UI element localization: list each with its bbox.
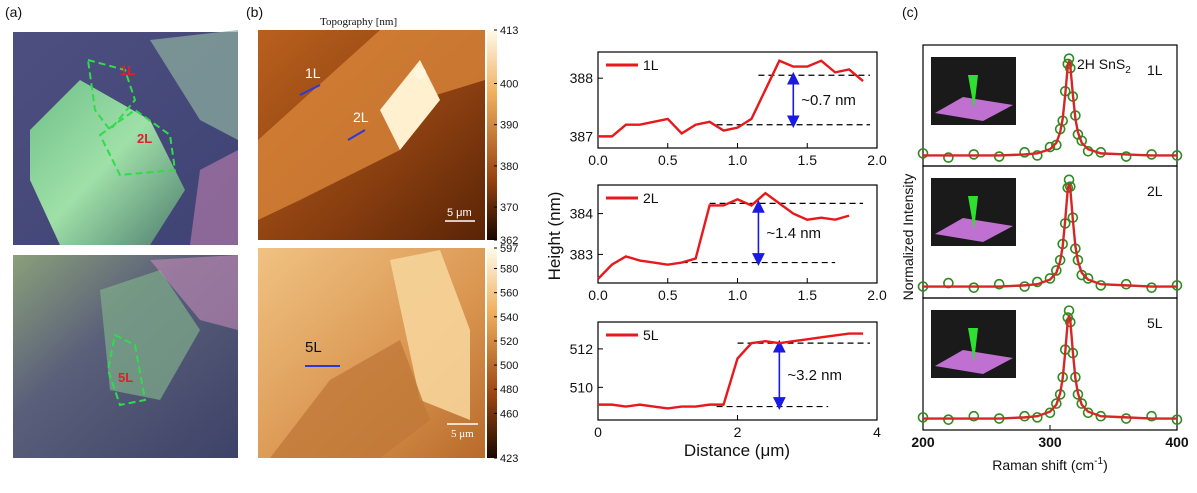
legend-label: 2L <box>643 190 659 206</box>
colorbar-tick-label: 390 <box>500 120 518 132</box>
colorbar-tick-label: 540 <box>500 312 518 324</box>
colorbar-tick-label: 480 <box>500 384 518 396</box>
x-axis-label-text: Raman shift (cm <box>992 457 1094 473</box>
layer-label: 1L <box>305 65 321 81</box>
y-axis-label: Height (nm) <box>545 192 564 281</box>
x-tick-label: 0 <box>594 424 602 440</box>
x-tick-label: 400 <box>1165 434 1189 450</box>
x-tick-label: 0.5 <box>658 287 678 303</box>
colorbar-tick-label: 580 <box>500 264 518 276</box>
x-tick-label: 1.5 <box>798 287 818 303</box>
x-tick-label: 2.0 <box>867 152 887 168</box>
colorbar-tick-label: 400 <box>500 79 518 91</box>
x-axis-label: Raman shift (cm-1) <box>992 456 1108 473</box>
title-text: 2H SnS <box>1077 56 1125 72</box>
x-tick-label: 0.5 <box>658 152 678 168</box>
x-tick-label: 1.0 <box>728 287 748 303</box>
colorbar-tick-label: 460 <box>500 408 518 420</box>
panel-label: (a) <box>5 4 22 20</box>
x-tick-label: 300 <box>1038 434 1062 450</box>
x-tick-label: 200 <box>911 434 935 450</box>
scale-bar-label: 5 μm <box>447 207 472 219</box>
scale-bar-label: 5 μm <box>451 428 474 440</box>
afm-title: Topography [nm] <box>320 16 397 28</box>
colorbar-tick-label: 597 <box>500 243 518 255</box>
step-annotation: ~3.2 nm <box>787 367 842 384</box>
x-tick-label: 0.0 <box>588 287 608 303</box>
y-axis-label: Normalized Intensity <box>900 174 916 301</box>
panel-layer-label: 5L <box>1147 315 1163 331</box>
x-tick-label: 2.0 <box>867 287 887 303</box>
y-tick-label: 388 <box>570 70 594 86</box>
x-tick-label: 1.0 <box>728 152 748 168</box>
layer-label: 2L <box>137 131 152 146</box>
x-tick-label: 4 <box>873 424 881 440</box>
panel-label: (c) <box>902 4 918 20</box>
layer-label: 1L <box>120 63 135 78</box>
y-tick-label: 384 <box>570 206 594 222</box>
afm-bottom <box>258 248 497 458</box>
page: (a) (b) (c) 1L 2L 5L Topography [nm] 1L … <box>0 0 1197 493</box>
x-axis-label: Distance (μm) <box>684 441 790 460</box>
step-annotation: ~0.7 nm <box>801 92 856 109</box>
y-tick-label: 512 <box>570 341 594 357</box>
layer-label: 5L <box>118 370 133 385</box>
panel-title: 2H SnS2 <box>1077 56 1131 76</box>
panel-layer-label: 1L <box>1147 62 1163 78</box>
x-tick-label: 0.0 <box>588 152 608 168</box>
legend-label: 1L <box>643 57 659 73</box>
colorbar-tick-label: 380 <box>500 161 518 173</box>
legend-label: 5L <box>643 327 659 343</box>
colorbar-tick-label: 423 <box>500 453 518 465</box>
colorbar-tick-label: 413 <box>500 25 518 37</box>
y-tick-label: 510 <box>570 379 594 395</box>
x-axis-label-end: ) <box>1103 457 1108 473</box>
x-tick-label: 1.5 <box>798 152 818 168</box>
y-tick-label: 383 <box>570 246 594 262</box>
title-subscript: 2 <box>1125 65 1131 76</box>
figure: (a) (b) (c) 1L 2L 5L Topography [nm] 1L … <box>0 0 1197 493</box>
panel-label: (b) <box>246 4 263 20</box>
colorbar-tick-label: 560 <box>500 288 518 300</box>
optical-bottom <box>13 255 238 458</box>
step-annotation: ~1.4 nm <box>766 225 821 242</box>
layer-label: 2L <box>353 109 369 125</box>
colorbar-tick-label: 500 <box>500 360 518 372</box>
layer-label: 5L <box>305 339 322 356</box>
y-tick-label: 387 <box>570 128 594 144</box>
colorbar-tick-label: 520 <box>500 336 518 348</box>
x-tick-label: 2 <box>734 424 742 440</box>
colorbar-tick-label: 370 <box>500 202 518 214</box>
panel-layer-label: 2L <box>1147 183 1163 199</box>
